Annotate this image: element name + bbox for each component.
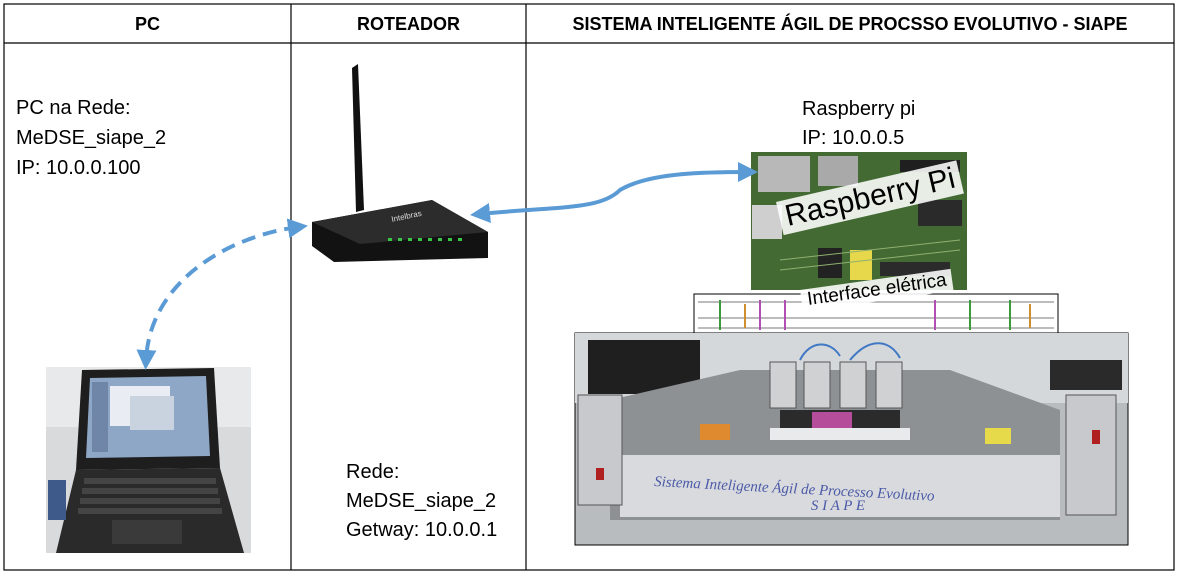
- router-leds: [388, 238, 462, 241]
- siape-machine-photo: Sistema Inteligente Ágil de Processo Evo…: [574, 332, 1129, 546]
- laptop-photo: [46, 367, 251, 553]
- router-network-label: Rede:: [346, 461, 400, 483]
- table-grid: [3, 3, 1175, 571]
- header-system: SISTEMA INTELIGENTE ÁGIL DE PROCSSO EVOL…: [572, 14, 1128, 34]
- wifi-link-arrow: [136, 218, 308, 370]
- raspberry-title: Raspberry pi: [802, 98, 916, 120]
- pc-network-name: MeDSE_siape_2: [16, 127, 167, 149]
- raspberry-ip: IP: 10.0.0.5: [802, 127, 905, 149]
- machine-panel-acronym: S I A P E: [811, 498, 865, 514]
- header-pc: PC: [134, 14, 160, 34]
- pc-ip: IP: 10.0.0.100: [16, 157, 141, 179]
- header-router: ROTEADOR: [357, 14, 460, 34]
- ethernet-link-arrow: [470, 162, 758, 223]
- pc-network-label: PC na Rede:: [16, 97, 131, 119]
- router-gateway: Getway: 10.0.0.1: [346, 519, 498, 541]
- router-network-name: MeDSE_siape_2: [346, 490, 497, 512]
- router-photo: Intelbras: [312, 64, 488, 262]
